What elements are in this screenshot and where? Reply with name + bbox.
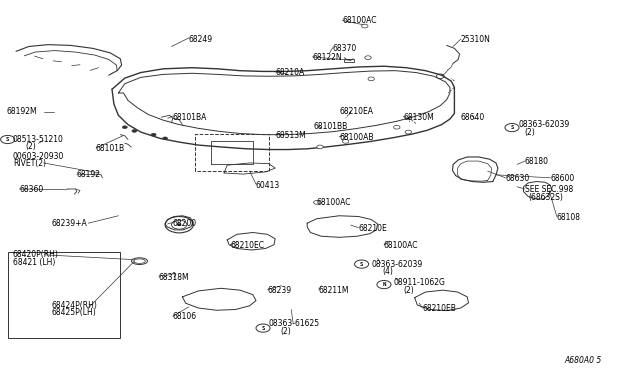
Text: 08911-1062G: 08911-1062G xyxy=(394,278,445,287)
Text: (2): (2) xyxy=(403,286,414,295)
Text: 68122N: 68122N xyxy=(312,53,342,62)
Text: 68210EB: 68210EB xyxy=(422,304,456,313)
Text: 68360: 68360 xyxy=(19,185,44,194)
Text: 25310N: 25310N xyxy=(461,35,491,44)
Text: 68210A: 68210A xyxy=(275,68,305,77)
Text: 68100AC: 68100AC xyxy=(342,16,377,25)
Text: 68425P(LH): 68425P(LH) xyxy=(51,308,96,317)
Text: 68192M: 68192M xyxy=(6,107,37,116)
Circle shape xyxy=(314,201,320,204)
Text: 68239+A: 68239+A xyxy=(51,219,87,228)
Text: (4): (4) xyxy=(383,267,394,276)
Circle shape xyxy=(362,24,368,28)
Circle shape xyxy=(256,324,270,332)
Circle shape xyxy=(377,280,391,289)
Text: 68192: 68192 xyxy=(77,170,101,179)
Text: 68210EA: 68210EA xyxy=(339,107,373,116)
Circle shape xyxy=(163,137,168,140)
Text: 08513-51210: 08513-51210 xyxy=(13,135,63,144)
Text: 60413: 60413 xyxy=(256,181,280,190)
Text: 68513M: 68513M xyxy=(275,131,306,140)
Text: S: S xyxy=(261,326,265,331)
Text: 68421 (LH): 68421 (LH) xyxy=(13,258,55,267)
Circle shape xyxy=(151,133,156,136)
Text: 68239: 68239 xyxy=(268,286,292,295)
Circle shape xyxy=(355,260,369,268)
Circle shape xyxy=(368,77,374,81)
Text: 68600: 68600 xyxy=(550,174,575,183)
Text: A680A0 5: A680A0 5 xyxy=(564,356,602,365)
Text: (2): (2) xyxy=(26,142,36,151)
Circle shape xyxy=(317,145,323,149)
Text: 08363-62039: 08363-62039 xyxy=(371,260,422,269)
Text: 68318M: 68318M xyxy=(159,273,189,282)
Text: 68210EC: 68210EC xyxy=(230,241,264,250)
Circle shape xyxy=(505,124,519,132)
Circle shape xyxy=(394,125,400,129)
Circle shape xyxy=(132,129,137,132)
Bar xyxy=(344,59,354,62)
Text: 68420P(RH): 68420P(RH) xyxy=(13,250,59,259)
Text: 08363-61625: 08363-61625 xyxy=(269,319,320,328)
Text: 68100AB: 68100AB xyxy=(339,133,374,142)
Text: (2): (2) xyxy=(525,128,536,137)
Text: 68100AC: 68100AC xyxy=(317,198,351,207)
Text: 68211M: 68211M xyxy=(319,286,349,295)
Text: 68100AC: 68100AC xyxy=(384,241,419,250)
Text: S: S xyxy=(510,125,514,130)
Text: 68424P(RH): 68424P(RH) xyxy=(51,301,97,310)
Text: 68210E: 68210E xyxy=(358,224,387,233)
Text: 68249: 68249 xyxy=(189,35,213,44)
Text: 68640: 68640 xyxy=(461,113,485,122)
Text: 68630: 68630 xyxy=(506,174,530,183)
Text: 00603-20930: 00603-20930 xyxy=(13,152,64,161)
Text: RIVET(2): RIVET(2) xyxy=(13,159,46,168)
Text: (68632S): (68632S) xyxy=(528,193,563,202)
Circle shape xyxy=(122,126,127,129)
Text: 68180: 68180 xyxy=(525,157,548,166)
Text: N: N xyxy=(382,282,386,287)
Circle shape xyxy=(405,130,412,134)
Text: 68101B: 68101B xyxy=(96,144,125,153)
Text: (2): (2) xyxy=(280,327,291,336)
Text: S: S xyxy=(6,137,10,142)
Bar xyxy=(8,252,120,338)
Text: 68101BB: 68101BB xyxy=(314,122,348,131)
Text: 68106: 68106 xyxy=(173,312,197,321)
Text: S: S xyxy=(360,262,364,267)
Circle shape xyxy=(365,56,371,60)
Circle shape xyxy=(1,135,15,144)
Circle shape xyxy=(342,140,349,143)
Text: 68370: 68370 xyxy=(333,44,357,53)
Text: SEE SEC.998: SEE SEC.998 xyxy=(525,185,573,194)
Text: 08363-62039: 08363-62039 xyxy=(518,120,570,129)
Text: 68108: 68108 xyxy=(557,213,581,222)
Circle shape xyxy=(177,224,181,226)
Text: 68101BA: 68101BA xyxy=(173,113,207,122)
Text: 68200: 68200 xyxy=(173,219,197,228)
Text: 68130M: 68130M xyxy=(403,113,434,122)
